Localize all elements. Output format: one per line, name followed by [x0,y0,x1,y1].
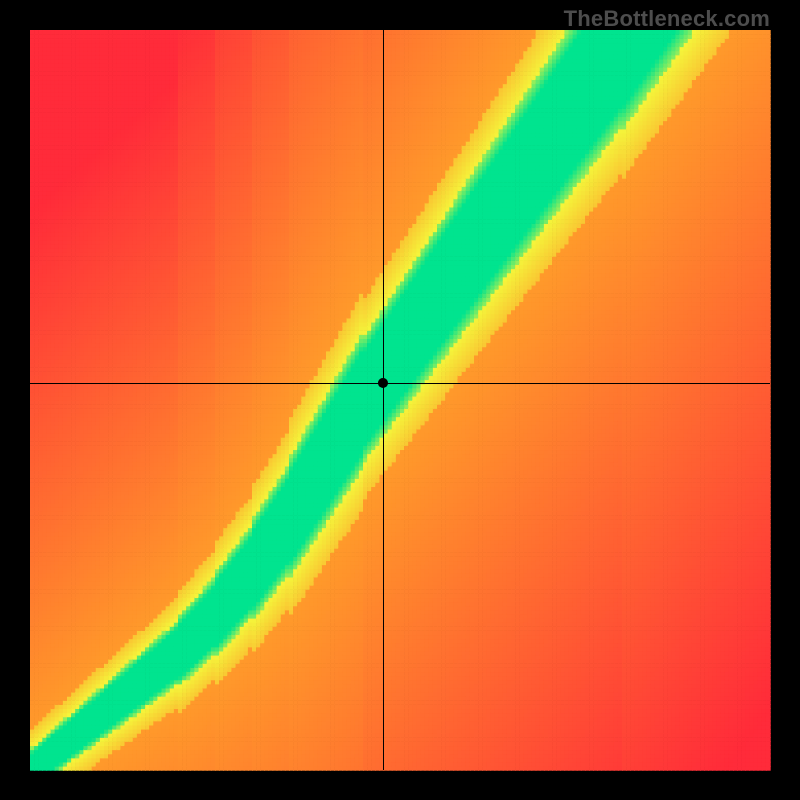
watermark-text: TheBottleneck.com [564,6,770,32]
chart-container: TheBottleneck.com [0,0,800,800]
bottleneck-heatmap [0,0,800,800]
